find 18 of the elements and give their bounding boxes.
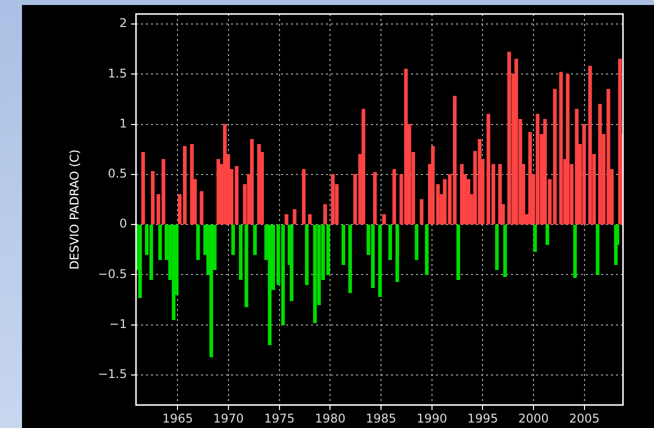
y-tick-label: 0 (119, 216, 127, 231)
y-tick-label: 2 (119, 16, 127, 30)
y-tick-label: 1.5 (108, 66, 127, 80)
x-tick-label: 1965 (162, 411, 193, 426)
y-tick-label: −1.5 (98, 367, 127, 382)
y-tick-label: −0.5 (98, 266, 127, 281)
x-tick-label: 2000 (518, 411, 549, 426)
x-tick-label: 1970 (213, 411, 244, 426)
x-tick-label: 1990 (416, 411, 448, 426)
y-tick-label: 0.5 (108, 166, 127, 181)
y-tick-label: −1 (109, 316, 127, 331)
y-tick-label: 1 (119, 116, 127, 130)
x-tick-label: 1980 (314, 411, 346, 426)
x-tick-label: 2005 (569, 411, 600, 426)
y-axis-title: DESVIO PADRAO (C) (67, 149, 82, 270)
x-tick-label: 1975 (264, 411, 295, 426)
x-tick-label: 1995 (467, 411, 498, 426)
x-tick-label: 1985 (366, 411, 396, 426)
